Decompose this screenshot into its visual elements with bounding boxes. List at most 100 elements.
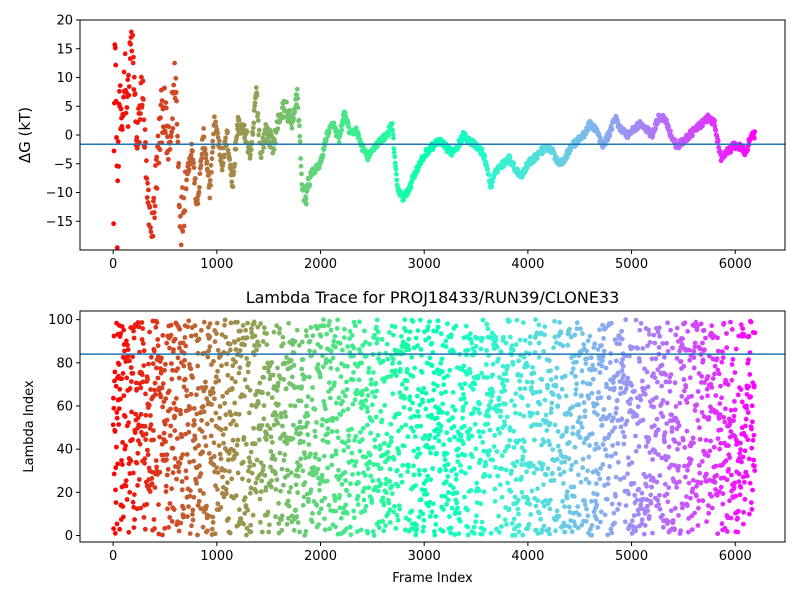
- lambda-point: [275, 365, 280, 371]
- lambda-point: [176, 469, 182, 474]
- lambda-point: [236, 337, 242, 343]
- lambda-point: [717, 401, 723, 406]
- lambda-point: [363, 503, 369, 509]
- lambda-point: [554, 340, 559, 345]
- lambda-point: [729, 362, 735, 367]
- lambda-point: [358, 429, 363, 435]
- lambda-point: [356, 377, 362, 383]
- lambda-point: [720, 491, 726, 497]
- lambda-point: [614, 398, 620, 403]
- lambda-point: [711, 444, 717, 450]
- lambda-point: [680, 336, 685, 342]
- lambda-point: [732, 399, 737, 404]
- lambda-point: [637, 359, 642, 364]
- lambda-point: [260, 339, 266, 344]
- lambda-point: [375, 329, 381, 335]
- lambda-point: [724, 345, 730, 351]
- lambda-point: [148, 422, 154, 428]
- lambda-point: [243, 441, 249, 447]
- lambda-point: [504, 378, 510, 383]
- lambda-point: [512, 403, 517, 408]
- lambda-point: [554, 508, 560, 514]
- lambda-point: [304, 403, 309, 409]
- lambda-point: [601, 407, 607, 412]
- x-tick-label: 4000: [511, 549, 544, 564]
- lambda-point: [458, 432, 464, 438]
- lambda-point: [607, 464, 612, 469]
- lambda-point: [318, 333, 324, 339]
- lambda-point: [422, 487, 428, 493]
- lambda-point: [168, 423, 174, 429]
- lambda-point: [534, 422, 540, 428]
- lambda-point: [352, 397, 358, 403]
- lambda-point: [224, 361, 230, 367]
- delta-g-point: [535, 155, 540, 161]
- lambda-point: [112, 369, 118, 375]
- lambda-point: [214, 331, 219, 336]
- lambda-point: [555, 429, 561, 434]
- lambda-point: [160, 404, 166, 410]
- lambda-point: [525, 403, 531, 408]
- lambda-point: [544, 428, 550, 433]
- lambda-point: [319, 498, 325, 504]
- lambda-point: [202, 434, 208, 440]
- lambda-point: [411, 448, 417, 454]
- lambda-point: [604, 496, 610, 502]
- lambda-point: [599, 363, 605, 369]
- lambda-point: [217, 404, 223, 409]
- lambda-point: [579, 393, 584, 398]
- lambda-point: [705, 503, 711, 508]
- lambda-point: [666, 519, 671, 524]
- lambda-point: [642, 523, 648, 528]
- delta-g-point: [390, 127, 396, 133]
- lambda-point: [386, 455, 392, 461]
- lambda-point: [227, 341, 233, 347]
- lambda-point: [222, 400, 228, 406]
- lambda-point: [625, 471, 630, 477]
- lambda-point: [454, 472, 459, 477]
- delta-g-point: [161, 124, 166, 130]
- lambda-point: [430, 466, 436, 471]
- delta-g-point: [118, 106, 124, 112]
- delta-g-point: [263, 139, 268, 145]
- lambda-point: [251, 425, 256, 431]
- lambda-point: [573, 387, 579, 392]
- lambda-point: [420, 528, 426, 534]
- lambda-point: [660, 512, 665, 518]
- lambda-point: [465, 524, 471, 530]
- lambda-point: [359, 392, 365, 398]
- lambda-point: [605, 532, 611, 538]
- lambda-point: [297, 463, 303, 469]
- lambda-point: [347, 493, 352, 498]
- lambda-point: [320, 417, 326, 422]
- delta-g-point: [221, 152, 227, 158]
- delta-g-point: [295, 96, 301, 101]
- lambda-point: [247, 387, 253, 393]
- lambda-point: [369, 500, 375, 505]
- lambda-point: [609, 501, 615, 507]
- lambda-point: [119, 324, 125, 329]
- delta-g-point: [320, 152, 326, 158]
- lambda-point: [440, 401, 446, 407]
- lambda-point: [617, 341, 623, 347]
- lambda-point: [484, 375, 490, 380]
- delta-g-point: [125, 124, 131, 129]
- lambda-point: [608, 526, 614, 532]
- lambda-point: [192, 445, 198, 451]
- lambda-point: [746, 384, 752, 389]
- lambda-point: [657, 492, 662, 498]
- lambda-point: [751, 457, 756, 463]
- lambda-point: [581, 342, 587, 347]
- lambda-point: [656, 325, 662, 331]
- delta-g-point: [712, 123, 718, 129]
- lambda-point: [699, 459, 705, 464]
- lambda-point: [467, 331, 473, 337]
- lambda-point: [371, 370, 376, 375]
- lambda-point: [254, 457, 260, 463]
- lambda-point: [552, 334, 558, 340]
- lambda-point: [279, 513, 285, 519]
- lambda-point: [572, 332, 578, 338]
- lambda-point: [608, 320, 614, 326]
- lambda-point: [244, 335, 250, 341]
- lambda-point: [479, 370, 485, 376]
